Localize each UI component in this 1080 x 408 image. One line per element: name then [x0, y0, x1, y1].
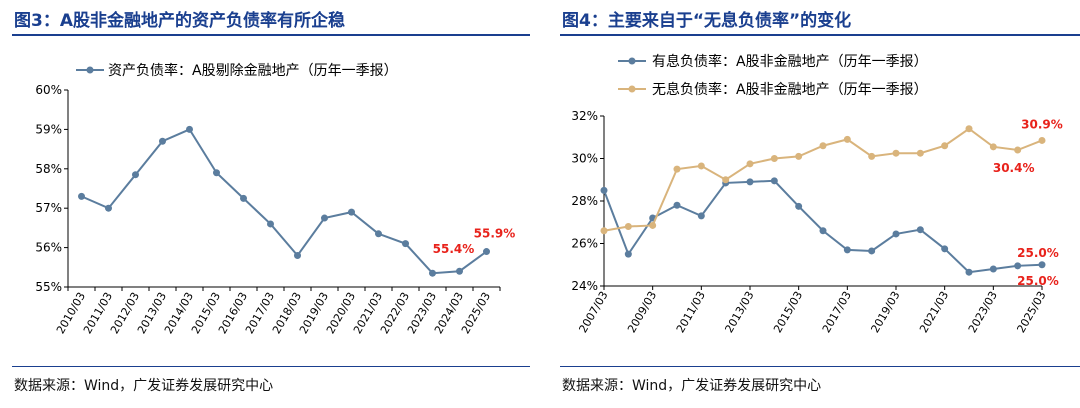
legend-label: 有息负债率：A股非金融地产（历年一季报）	[652, 53, 928, 70]
series-point	[78, 192, 85, 200]
series-point	[429, 269, 436, 277]
x-tick-label: 2023/03	[966, 289, 1000, 335]
legend-marker	[628, 85, 636, 93]
y-tick-label: 57%	[35, 201, 62, 215]
data-label: 30.4%	[993, 161, 1035, 175]
series-line	[603, 179, 1043, 274]
x-tick-label: 2011/03	[674, 289, 708, 335]
series-point	[916, 226, 924, 234]
series-point	[916, 149, 924, 157]
series-point	[770, 177, 778, 185]
figure-3-title: 图3：A股非金融地产的资产负债率有所企稳	[14, 11, 345, 31]
series-point	[941, 142, 949, 150]
figure-4-source-rule	[560, 366, 1080, 367]
legend-label: 资产负债率：A股剔除金融地产（历年一季报）	[108, 62, 398, 79]
series-point	[456, 267, 463, 275]
y-tick-label: 30%	[571, 152, 598, 166]
data-label: 30.9%	[1021, 117, 1063, 131]
x-tick-label: 2015/03	[771, 289, 805, 335]
x-tick-label: 2007/03	[576, 289, 610, 335]
series-point	[483, 248, 490, 256]
y-tick-label: 60%	[35, 83, 62, 97]
series-point	[294, 251, 301, 259]
series-point	[892, 149, 900, 157]
figure-4-source: 数据来源：Wind，广发证券发展研究中心	[562, 378, 822, 394]
y-tick-label: 55%	[35, 280, 62, 294]
series-point	[105, 204, 112, 212]
y-tick-label: 24%	[571, 279, 598, 293]
figure-3-title-rule	[12, 34, 530, 36]
debt-ratio-chart: 55%56%57%58%59%60%2010/032011/032012/032…	[35, 62, 516, 336]
y-tick-label: 32%	[571, 109, 598, 123]
series-point	[1014, 146, 1022, 154]
series-point	[1038, 136, 1046, 144]
series-point	[795, 152, 803, 160]
figure-4-panel: 图4：主要来自于“无息负债率”的变化 24% 26% 28% 30% 32% 2007/0…	[548, 0, 1080, 408]
x-tick-label: 2025/03	[1014, 289, 1048, 335]
figure-3-source-rule	[12, 366, 530, 367]
series-point	[989, 265, 997, 273]
series-point	[600, 186, 608, 194]
series-point	[600, 227, 608, 235]
legend-marker	[86, 66, 94, 74]
figure-3-panel: 图3：A股非金融地产的资产负债率有所企稳 55% 56% 57% 58% 59% 60% 2…	[0, 0, 530, 408]
x-tick-label: 2019/03	[868, 289, 902, 335]
data-label: 25.0%	[1017, 274, 1059, 288]
series-point	[624, 250, 632, 258]
y-tick-label: 56%	[35, 241, 62, 255]
series-point	[649, 221, 657, 229]
y-tick-label: 58%	[35, 162, 62, 176]
series-point	[722, 176, 730, 184]
series-point	[892, 230, 900, 238]
series-point	[375, 230, 382, 238]
x-tick-label: 2021/03	[917, 289, 951, 335]
y-tick-label: 28%	[571, 194, 598, 208]
series-point	[746, 178, 754, 186]
series-point	[673, 201, 681, 209]
series-point	[843, 246, 851, 254]
y-tick-label: 59%	[35, 122, 62, 136]
series-point	[746, 160, 754, 168]
series-point	[965, 125, 973, 133]
series-point	[267, 220, 274, 228]
series-line	[81, 128, 488, 275]
series-point	[770, 155, 778, 162]
data-label: 55.4%	[433, 242, 475, 256]
legend-marker	[628, 57, 636, 65]
series-point	[402, 240, 409, 248]
series-point	[868, 247, 876, 255]
series-point	[132, 171, 139, 179]
series-point	[624, 223, 632, 230]
series-point	[348, 208, 355, 216]
series-point	[819, 142, 827, 150]
series-point	[868, 152, 876, 160]
x-tick-label: 2013/03	[722, 289, 756, 335]
series-point	[697, 162, 705, 170]
series-point	[697, 212, 705, 220]
data-label: 55.9%	[474, 227, 516, 241]
data-label: 25.0%	[1017, 246, 1059, 260]
series-point	[965, 268, 973, 276]
figure-3-source: 数据来源：Wind，广发证券发展研究中心	[14, 378, 274, 394]
series-point	[843, 135, 851, 143]
x-tick-label: 2009/03	[625, 289, 659, 335]
series-point	[941, 245, 949, 253]
series-point	[240, 194, 247, 202]
figure-4-title-rule	[560, 34, 1080, 36]
legend-label: 无息负债率：A股非金融地产（历年一季报）	[652, 81, 928, 98]
debt-breakdown-chart: 24% 26% 28% 30% 32% 2007/03 2009/03 2011/03 2013…	[571, 53, 1063, 335]
series-point	[159, 137, 166, 145]
series-point	[213, 169, 220, 177]
series-point	[673, 165, 681, 173]
x-tick-label: 2017/03	[820, 289, 854, 335]
series-point	[321, 214, 328, 222]
series-point	[186, 125, 193, 133]
series-point	[1038, 261, 1046, 269]
series-point	[795, 202, 803, 210]
figure-4-title: 图4：主要来自于“无息负债率”的变化	[562, 11, 852, 31]
series-point	[1014, 262, 1022, 270]
y-tick-label: 26%	[571, 237, 598, 251]
series-point	[989, 143, 997, 151]
series-point	[819, 227, 827, 235]
